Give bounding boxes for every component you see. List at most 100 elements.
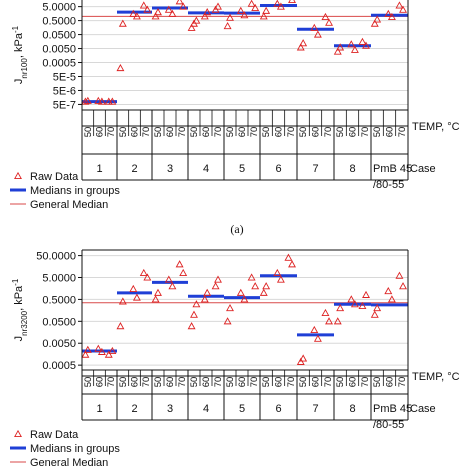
raw-data-point — [384, 9, 393, 17]
temp-tick-label: 70 — [397, 127, 408, 138]
y-tick-label: 0.0005 — [42, 360, 76, 372]
temp-tick-label: 50 — [372, 127, 383, 138]
y-axis-label: Jnr100, kPa-1 — [11, 25, 29, 84]
group-label: 1 — [96, 403, 102, 415]
raw-data-point — [168, 282, 177, 290]
raw-data-point — [313, 334, 322, 342]
raw-data-point — [179, 268, 188, 277]
raw-data-point — [139, 1, 148, 9]
y-tick-label: 0.5000 — [42, 294, 76, 306]
raw-data-point — [321, 308, 330, 317]
raw-data-point — [288, 0, 296, 3]
raw-data-point — [362, 41, 370, 49]
plot-area — [82, 253, 408, 365]
raw-data-point — [236, 6, 245, 14]
y-tick-label: 0.0050 — [42, 44, 76, 56]
raw-data-point — [347, 40, 356, 48]
raw-data-point — [358, 301, 367, 310]
temp-tick-label: 60 — [237, 377, 248, 388]
temp-tick-label: 70 — [213, 127, 224, 138]
raw-data-point — [82, 97, 90, 105]
raw-data-point — [259, 12, 268, 20]
temp-tick-label: 70 — [106, 377, 117, 388]
temp-tick-label: 70 — [249, 377, 260, 388]
temp-tick-label: 70 — [397, 377, 408, 388]
group-label: 2 — [131, 403, 137, 415]
temp-tick-label: 70 — [249, 127, 260, 138]
temp-tick-label: 50 — [153, 377, 164, 388]
raw-data-point — [200, 295, 209, 303]
group-label-pmb-grade: /80-55 — [373, 419, 404, 431]
temp-tick-label: 60 — [95, 377, 106, 388]
y-tick-label: 0.0500 — [42, 30, 76, 42]
temp-tick-label: 50 — [189, 377, 200, 388]
raw-data-point — [373, 15, 382, 23]
raw-data-point — [358, 37, 367, 45]
group-label: 1 — [96, 163, 102, 175]
temp-tick-label: 70 — [360, 127, 371, 138]
raw-data-point — [333, 47, 342, 55]
temp-tick-label: 70 — [106, 127, 117, 138]
temp-tick-label: 50 — [261, 377, 272, 388]
raw-data-point — [203, 288, 212, 296]
raw-data-point — [129, 284, 138, 292]
temp-tick-label: 60 — [311, 377, 322, 388]
group-label: 8 — [349, 163, 355, 175]
temp-tick-label: 60 — [348, 377, 359, 388]
case-axis-label: Case — [410, 403, 436, 415]
group-label: 4 — [203, 163, 209, 175]
raw-data-point — [399, 5, 407, 13]
temp-tick-label: 50 — [335, 377, 346, 388]
y-axis-label: Jnr3200, kPa-1 — [11, 278, 29, 341]
raw-data-point — [240, 295, 249, 303]
raw-data-point — [175, 260, 184, 268]
group-label: 5 — [239, 163, 245, 175]
group-label: 6 — [275, 403, 281, 415]
temp-tick-label: 50 — [298, 127, 309, 138]
y-tick-label: 50.0000 — [36, 251, 76, 263]
raw-data-point — [82, 350, 90, 358]
temp-tick-label: 60 — [385, 127, 396, 138]
temp-tick-label: 50 — [335, 127, 346, 138]
raw-data-point — [321, 12, 330, 21]
y-tick-label: 0.5000 — [42, 16, 76, 28]
raw-data-point — [214, 2, 222, 10]
temp-axis-label: TEMP, °C — [412, 371, 460, 383]
temp-tick-label: 60 — [274, 127, 285, 138]
raw-data-point — [154, 8, 162, 16]
group-label: 7 — [312, 163, 318, 175]
raw-data-point — [399, 282, 407, 290]
temp-tick-label: 60 — [201, 127, 212, 138]
raw-data-point — [262, 282, 271, 290]
temp-tick-label: 60 — [237, 127, 248, 138]
y-tick-label: 0.0050 — [42, 338, 76, 350]
y-tick-label: 5E-6 — [53, 85, 76, 97]
raw-data-point — [164, 5, 173, 13]
raw-data-point — [370, 19, 379, 27]
temp-tick-label: 50 — [118, 377, 129, 388]
case-axis-label: Case — [410, 163, 436, 175]
raw-data-point — [384, 286, 393, 295]
raw-data-point — [395, 271, 404, 279]
temp-tick-label: 70 — [360, 377, 371, 388]
temp-tick-label: 60 — [95, 127, 106, 138]
temp-tick-label: 50 — [298, 377, 309, 388]
legend-general-label: General Median — [30, 457, 108, 469]
raw-data-point — [154, 288, 162, 296]
raw-data-point — [143, 5, 152, 13]
raw-data-point — [373, 304, 382, 312]
raw-data-point — [116, 63, 125, 72]
raw-data-point — [299, 39, 308, 47]
temp-tick-label: 50 — [189, 127, 200, 138]
group-label: 4 — [203, 403, 209, 415]
raw-data-point — [104, 97, 113, 105]
raw-data-point — [192, 16, 201, 24]
legend-general-label: General Median — [30, 199, 108, 211]
raw-data-point — [336, 43, 345, 51]
raw-data-point — [203, 8, 212, 16]
temp-tick-label: 60 — [130, 377, 141, 388]
raw-data-point — [395, 1, 404, 9]
raw-data-point — [108, 346, 117, 355]
raw-data-point — [347, 295, 356, 303]
